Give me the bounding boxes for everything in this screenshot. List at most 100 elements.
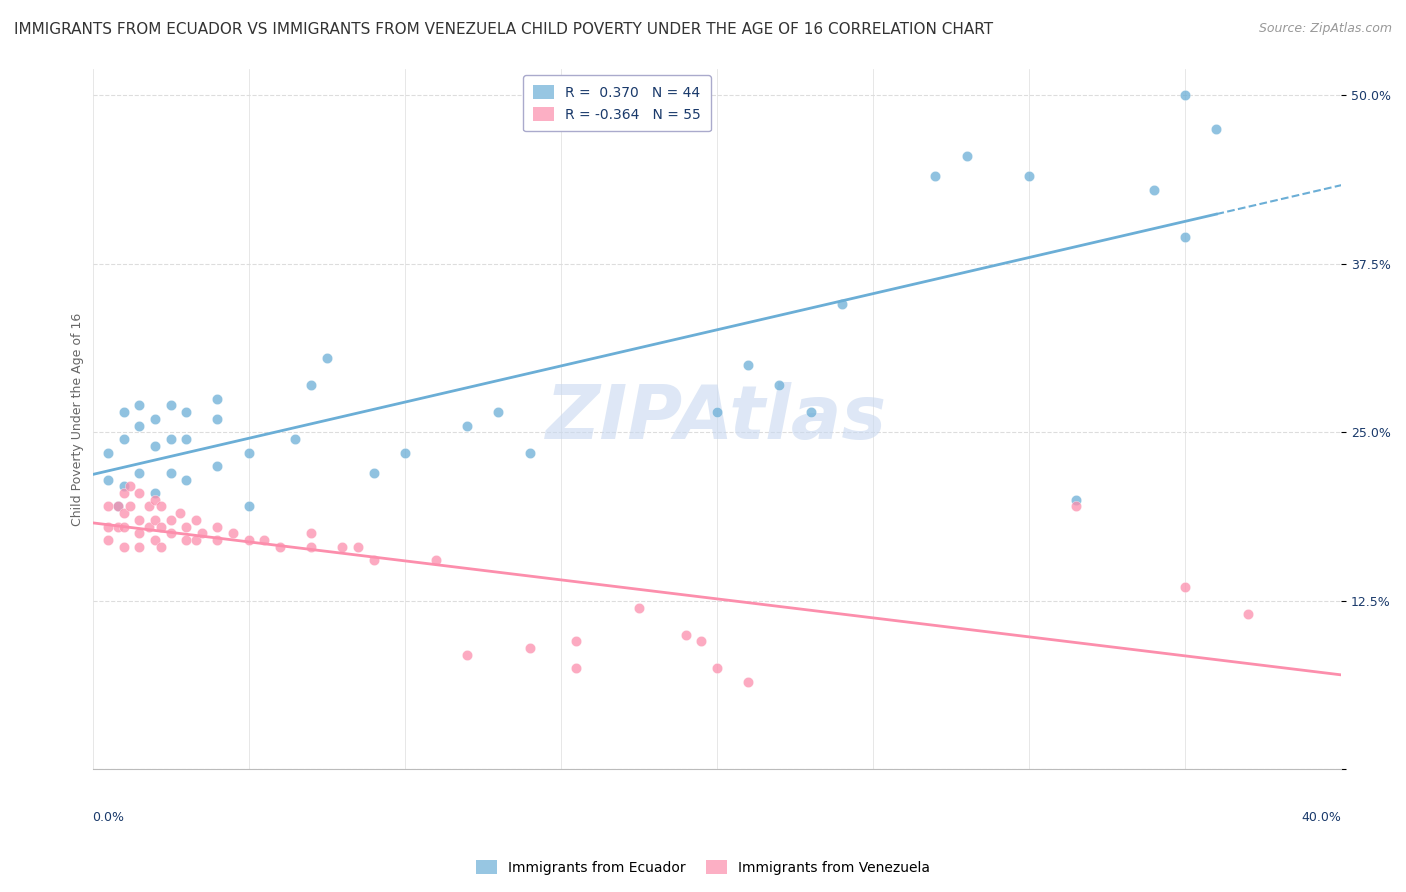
Point: [107, 519, 129, 533]
Y-axis label: Child Poverty Under the Age of 16: Child Poverty Under the Age of 16: [72, 312, 84, 525]
Point: [128, 540, 150, 554]
Point: [184, 533, 207, 548]
Point: [238, 445, 260, 459]
Point: [519, 640, 541, 655]
Point: [169, 506, 191, 520]
Point: [1064, 500, 1087, 514]
Point: [706, 661, 728, 675]
Point: [284, 432, 307, 446]
Point: [118, 500, 141, 514]
Point: [456, 648, 478, 662]
Point: [737, 358, 759, 372]
Point: [112, 479, 135, 493]
Point: [128, 466, 150, 480]
Point: [159, 513, 181, 527]
Point: [97, 445, 120, 459]
Point: [1064, 492, 1087, 507]
Point: [299, 540, 322, 554]
Point: [800, 405, 823, 419]
Point: [238, 533, 260, 548]
Point: [174, 519, 197, 533]
Point: [112, 506, 135, 520]
Point: [565, 634, 588, 648]
Point: [128, 486, 150, 500]
Point: [222, 526, 245, 541]
Point: [174, 432, 197, 446]
Point: [112, 432, 135, 446]
Point: [191, 526, 214, 541]
Point: [150, 519, 173, 533]
Text: 40.0%: 40.0%: [1302, 812, 1341, 824]
Point: [1174, 580, 1197, 594]
Point: [1174, 88, 1197, 103]
Point: [486, 405, 509, 419]
Point: [330, 540, 353, 554]
Point: [128, 513, 150, 527]
Text: Source: ZipAtlas.com: Source: ZipAtlas.com: [1258, 22, 1392, 36]
Point: [299, 378, 322, 392]
Text: 0.0%: 0.0%: [93, 812, 125, 824]
Point: [128, 399, 150, 413]
Point: [143, 412, 166, 426]
Point: [112, 405, 135, 419]
Point: [112, 519, 135, 533]
Point: [150, 500, 173, 514]
Point: [97, 519, 120, 533]
Point: [519, 445, 541, 459]
Point: [924, 169, 946, 184]
Point: [159, 466, 181, 480]
Point: [97, 533, 120, 548]
Point: [143, 486, 166, 500]
Point: [128, 526, 150, 541]
Point: [768, 378, 790, 392]
Point: [956, 149, 979, 163]
Point: [706, 405, 728, 419]
Point: [315, 351, 337, 366]
Point: [675, 627, 697, 641]
Point: [1018, 169, 1040, 184]
Point: [425, 553, 447, 567]
Point: [1143, 183, 1166, 197]
Point: [1174, 230, 1197, 244]
Point: [1236, 607, 1258, 622]
Point: [456, 418, 478, 433]
Point: [207, 412, 229, 426]
Point: [627, 600, 650, 615]
Point: [107, 500, 129, 514]
Point: [737, 674, 759, 689]
Point: [159, 432, 181, 446]
Point: [207, 519, 229, 533]
Point: [159, 526, 181, 541]
Point: [112, 486, 135, 500]
Point: [150, 540, 173, 554]
Point: [118, 479, 141, 493]
Point: [1205, 122, 1227, 136]
Point: [97, 473, 120, 487]
Point: [363, 466, 385, 480]
Point: [831, 297, 853, 311]
Point: [690, 634, 713, 648]
Point: [174, 473, 197, 487]
Point: [159, 399, 181, 413]
Point: [174, 533, 197, 548]
Point: [207, 458, 229, 473]
Point: [143, 439, 166, 453]
Legend: Immigrants from Ecuador, Immigrants from Venezuela: Immigrants from Ecuador, Immigrants from…: [470, 855, 936, 880]
Point: [299, 526, 322, 541]
Legend: R =  0.370   N = 44, R = -0.364   N = 55: R = 0.370 N = 44, R = -0.364 N = 55: [523, 76, 710, 131]
Point: [97, 500, 120, 514]
Point: [207, 533, 229, 548]
Point: [138, 519, 160, 533]
Point: [207, 392, 229, 406]
Point: [269, 540, 291, 554]
Point: [143, 533, 166, 548]
Point: [138, 500, 160, 514]
Point: [107, 500, 129, 514]
Point: [143, 513, 166, 527]
Point: [128, 418, 150, 433]
Point: [112, 540, 135, 554]
Text: IMMIGRANTS FROM ECUADOR VS IMMIGRANTS FROM VENEZUELA CHILD POVERTY UNDER THE AGE: IMMIGRANTS FROM ECUADOR VS IMMIGRANTS FR…: [14, 22, 993, 37]
Point: [347, 540, 370, 554]
Point: [363, 553, 385, 567]
Point: [565, 661, 588, 675]
